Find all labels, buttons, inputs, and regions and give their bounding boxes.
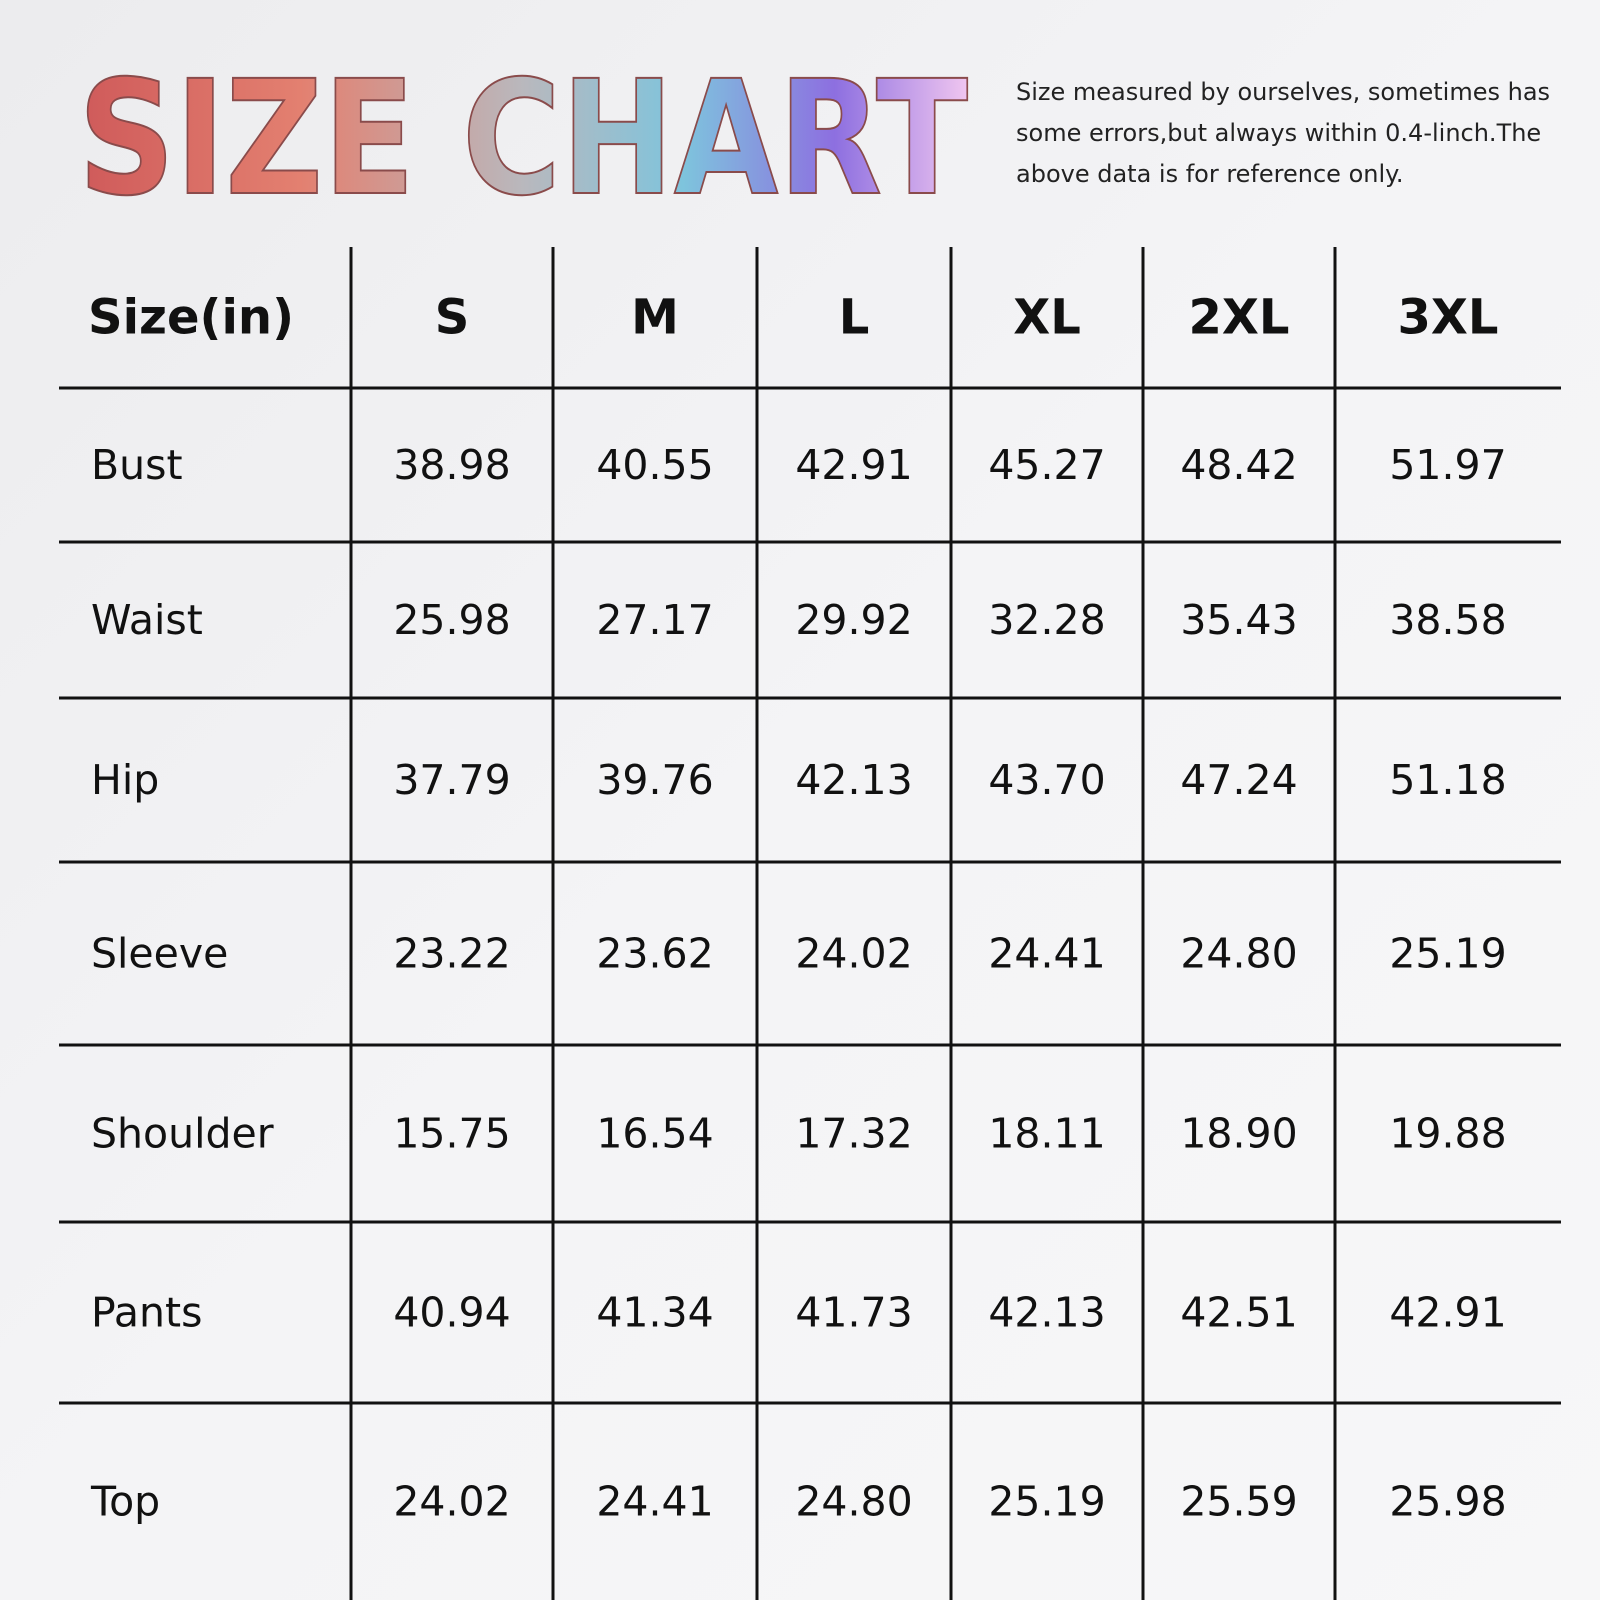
cell-value: 15.75 — [393, 1110, 510, 1158]
column-header: M — [631, 290, 679, 346]
cell-value: 51.97 — [1389, 441, 1506, 489]
column-header: 2XL — [1189, 290, 1290, 346]
row-label: Shoulder — [91, 1110, 274, 1158]
row-label: Top — [90, 1478, 160, 1526]
cell-value: 40.94 — [393, 1289, 510, 1337]
cell-value: 24.41 — [988, 930, 1105, 978]
note-line: above data is for reference only. — [1016, 160, 1404, 188]
cell-value: 23.22 — [393, 930, 510, 978]
cell-value: 23.62 — [596, 930, 713, 978]
cell-value: 19.88 — [1389, 1110, 1506, 1158]
cell-value: 27.17 — [596, 596, 713, 644]
column-header: XL — [1013, 290, 1081, 346]
cell-value: 42.51 — [1180, 1289, 1297, 1337]
row-label: Sleeve — [91, 930, 228, 978]
cell-value: 40.55 — [596, 441, 713, 489]
cell-value: 42.91 — [795, 441, 912, 489]
row-label: Pants — [91, 1289, 202, 1337]
row-label: Hip — [91, 756, 159, 804]
column-header: Size(in) — [88, 290, 294, 346]
cell-value: 29.92 — [795, 596, 912, 644]
cell-value: 18.90 — [1180, 1110, 1297, 1158]
cell-value: 48.42 — [1180, 441, 1297, 489]
cell-value: 16.54 — [596, 1110, 713, 1158]
cell-value: 51.18 — [1389, 756, 1506, 804]
cell-value: 38.58 — [1389, 596, 1506, 644]
cell-value: 38.98 — [393, 441, 510, 489]
note-line: Size measured by ourselves, sometimes ha… — [1016, 78, 1550, 106]
cell-value: 24.80 — [795, 1478, 912, 1526]
cell-value: 25.19 — [988, 1478, 1105, 1526]
row-label: Bust — [91, 441, 183, 489]
cell-value: 25.59 — [1180, 1478, 1297, 1526]
cell-value: 41.34 — [596, 1289, 713, 1337]
cell-value: 24.02 — [795, 930, 912, 978]
note-line: some errors,but always within 0.4-linch.… — [1016, 119, 1541, 147]
cell-value: 41.73 — [795, 1289, 912, 1337]
cell-value: 42.13 — [795, 756, 912, 804]
cell-value: 43.70 — [988, 756, 1105, 804]
column-header: 3XL — [1398, 290, 1499, 346]
cell-value: 35.43 — [1180, 596, 1297, 644]
row-label: Waist — [91, 596, 203, 644]
cell-value: 32.28 — [988, 596, 1105, 644]
cell-value: 42.91 — [1389, 1289, 1506, 1337]
cell-value: 25.98 — [1389, 1478, 1506, 1526]
cell-value: 25.98 — [393, 596, 510, 644]
cell-value: 18.11 — [988, 1110, 1105, 1158]
column-header: S — [435, 290, 470, 346]
cell-value: 24.41 — [596, 1478, 713, 1526]
cell-value: 45.27 — [988, 441, 1105, 489]
cell-value: 24.02 — [393, 1478, 510, 1526]
title: SIZE CHART — [78, 47, 968, 231]
column-header: L — [839, 290, 870, 346]
table: Size(in) S M L XL 2XL 3XL Bust 38.98 40.55 42.91 45… — [59, 247, 1561, 1600]
cell-value: 24.80 — [1180, 930, 1297, 978]
cell-value: 39.76 — [596, 756, 713, 804]
cell-value: 37.79 — [393, 756, 510, 804]
cell-value: 25.19 — [1389, 930, 1506, 978]
cell-value: 42.13 — [988, 1289, 1105, 1337]
cell-value: 47.24 — [1180, 756, 1297, 804]
cell-value: 17.32 — [795, 1110, 912, 1158]
